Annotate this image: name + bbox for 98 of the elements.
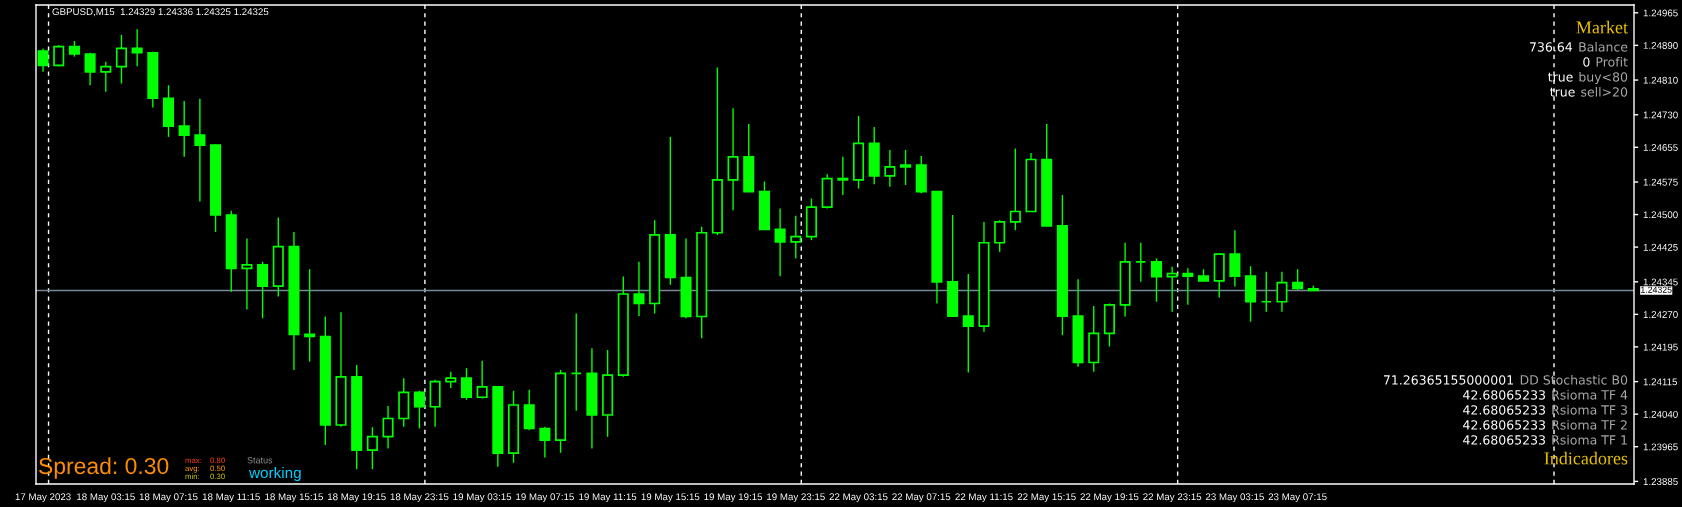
- annotation: DD Stochastic B0: [1520, 374, 1628, 385]
- candlestick: [84, 52, 96, 86]
- candlestick: [37, 47, 49, 73]
- annotation: Indicadores: [1544, 451, 1628, 465]
- annotation: 42.68065233: [1463, 435, 1545, 445]
- candlestick: [727, 107, 739, 211]
- annotation: Status: [247, 457, 273, 464]
- y-tick-label: 1.24890: [1643, 42, 1678, 49]
- x-tick-label: 18 May 11:15: [202, 493, 260, 503]
- candlestick: [884, 149, 896, 188]
- y-tick-label: 1.24575: [1643, 178, 1678, 186]
- candlestick: [1150, 257, 1163, 303]
- candlestick: [131, 28, 143, 67]
- y-tick-label: 1.24655: [1643, 144, 1678, 151]
- candlestick: [1009, 147, 1021, 231]
- candlestick: [366, 426, 378, 470]
- annotation: true: [1548, 72, 1573, 82]
- candlestick: [304, 268, 316, 363]
- annotation: 42.68065233: [1463, 390, 1545, 400]
- x-tick-label: 19 May 07:15: [516, 493, 574, 503]
- y-tick-label: 1.24730: [1643, 111, 1678, 119]
- annotation: Profit: [1596, 56, 1628, 67]
- x-tick-label: 23 May 03:15: [1205, 493, 1264, 503]
- x-tick-label: 17 May 2023: [15, 493, 71, 503]
- annotation: 0: [1583, 57, 1590, 67]
- annotation: true: [1550, 87, 1575, 97]
- annotation: Rsioma TF 2: [1552, 419, 1627, 430]
- annotation: working: [248, 466, 301, 482]
- candlestick: [1276, 271, 1288, 313]
- y-tick-label: 1.24345: [1643, 278, 1678, 286]
- y-tick-label: 1.24195: [1643, 343, 1678, 351]
- annotation: 42.68065233: [1463, 405, 1545, 415]
- y-tick-label: 1.24425: [1643, 243, 1678, 251]
- candlestick: [382, 405, 394, 450]
- candlestick: [900, 149, 912, 186]
- candlestick: [53, 44, 65, 68]
- x-tick-label: 22 May 19:15: [1080, 493, 1139, 503]
- x-tick-label: 22 May 23:15: [1143, 493, 1202, 503]
- ref-line-label: 1.24325: [1641, 286, 1672, 293]
- x-tick-label: 19 May 23:15: [767, 493, 825, 503]
- candlestick: [178, 100, 190, 158]
- annotation: Rsioma TF 1: [1552, 434, 1627, 445]
- candlestick: [633, 261, 645, 317]
- candlestick: [1182, 267, 1194, 306]
- annotation: Rsioma TF 4: [1552, 389, 1628, 400]
- candlestick: [994, 219, 1006, 253]
- candlestick: [1260, 271, 1272, 313]
- candlestick: [539, 426, 551, 459]
- annotation: 42.68065233: [1463, 420, 1545, 430]
- candlestick: [460, 367, 473, 401]
- x-tick-label: 18 May 23:15: [390, 493, 449, 503]
- candlestick: [257, 261, 269, 319]
- annotation: 736.64: [1530, 42, 1573, 52]
- x-tick-label: 22 May 03:15: [829, 493, 888, 503]
- annotation: Rsioma TF 3: [1552, 404, 1627, 415]
- x-tick-label: 18 May 07:15: [139, 493, 198, 503]
- candlestick: [413, 390, 425, 430]
- candlestick: [476, 360, 488, 400]
- annotation: buy<80: [1579, 71, 1628, 85]
- y-tick-label: 1.24040: [1643, 410, 1678, 418]
- y-tick-label: 1.23885: [1643, 478, 1678, 486]
- x-tick-label: 23 May 07:15: [1268, 493, 1327, 503]
- candlestick: [790, 215, 802, 260]
- candlestick: [194, 98, 206, 203]
- candlestick: [523, 389, 535, 431]
- x-tick-label: 18 May 19:15: [327, 493, 386, 503]
- y-tick-label: 1.24965: [1643, 9, 1678, 17]
- x-tick-label: 19 May 11:15: [579, 493, 637, 503]
- candlestick: [115, 34, 128, 85]
- y-tick-label: 1.23965: [1643, 443, 1678, 451]
- annotation: Spread: 0.30: [39, 457, 169, 479]
- candlestick: [241, 237, 253, 311]
- candlestick: [962, 273, 974, 374]
- annotation: sell>20: [1581, 86, 1628, 97]
- candlestick: [100, 61, 112, 93]
- x-tick-label: 22 May 11:15: [955, 493, 1013, 503]
- candlestick: [1292, 268, 1304, 291]
- y-tick-label: 1.24810: [1643, 76, 1678, 84]
- candlestick: [570, 312, 582, 412]
- annotation: Market: [1576, 20, 1628, 34]
- annotation: 71.26365155000001: [1383, 375, 1513, 385]
- chart-title: GBPUSD,M15 1.24329 1.24336 1.24325 1.24325: [52, 8, 269, 17]
- candlestick: [837, 156, 849, 196]
- y-tick-label: 1.24115: [1643, 378, 1678, 386]
- annotation: Balance: [1579, 41, 1628, 52]
- candlestick: [1229, 229, 1241, 288]
- candlestick: [774, 207, 786, 277]
- x-tick-label: 19 May 19:15: [704, 493, 763, 503]
- candlestick: [1135, 242, 1147, 283]
- y-tick-label: 1.24500: [1643, 211, 1678, 219]
- candlestick: [1166, 265, 1178, 313]
- x-tick-label: 22 May 07:15: [892, 493, 951, 503]
- x-tick-label: 19 May 03:15: [453, 493, 512, 503]
- x-tick-label: 18 May 15:15: [265, 493, 324, 503]
- y-tick-label: 1.24270: [1643, 311, 1678, 318]
- x-tick-label: 19 May 15:15: [641, 493, 700, 503]
- x-tick-label: 18 May 03:15: [77, 493, 135, 503]
- x-tick-label: 22 May 15:15: [1017, 493, 1076, 503]
